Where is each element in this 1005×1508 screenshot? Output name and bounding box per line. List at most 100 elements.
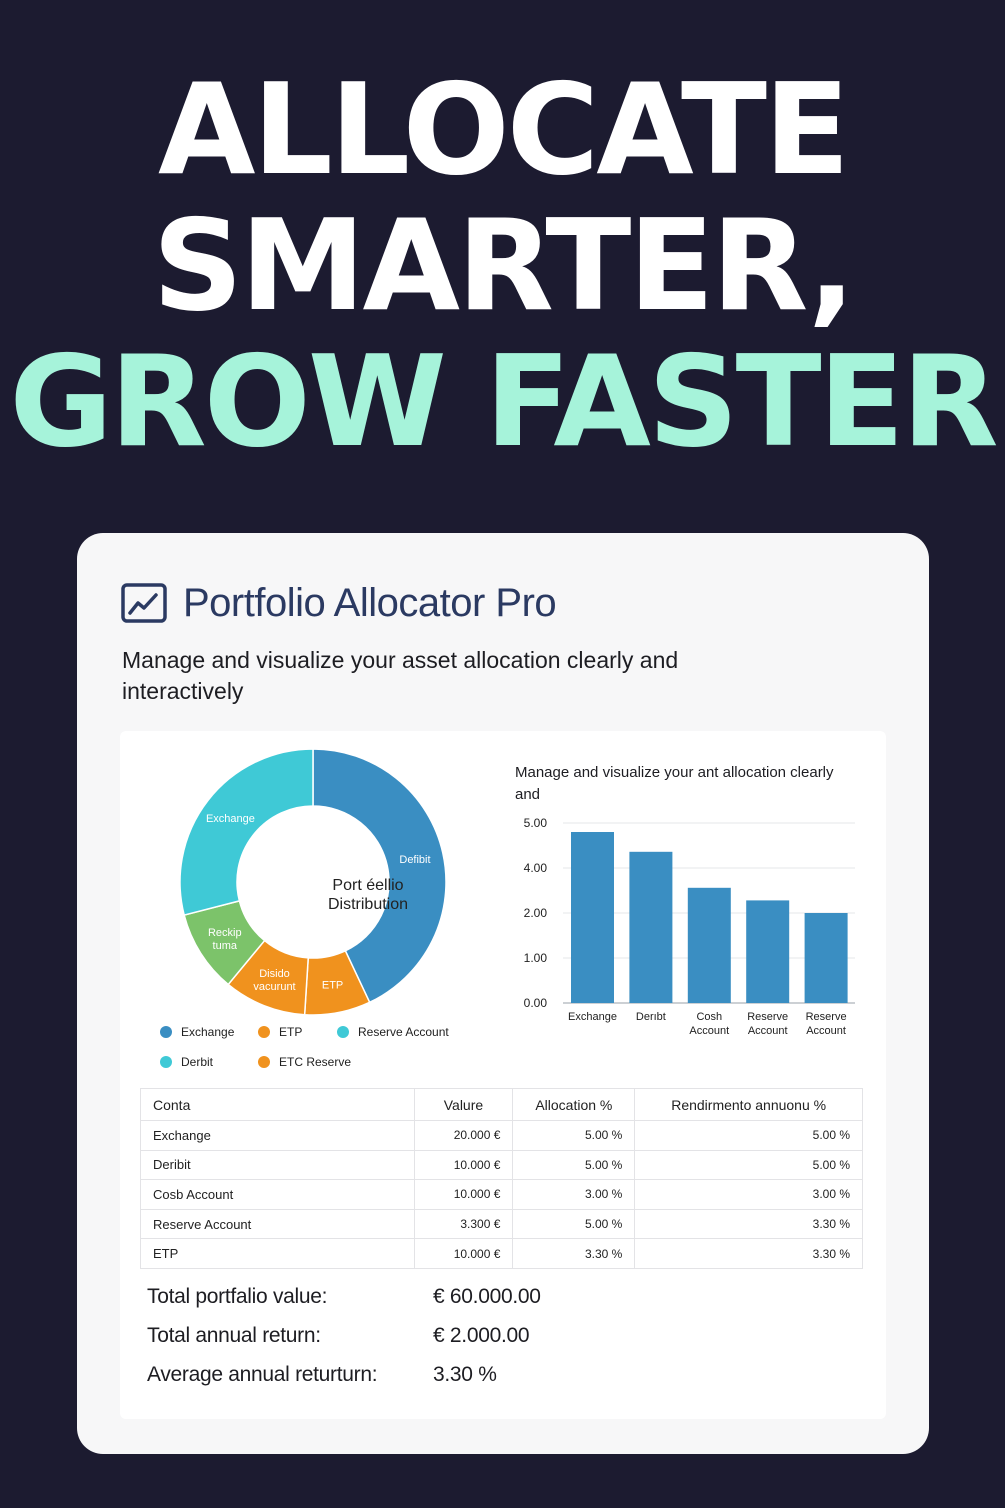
trend-chart-icon <box>121 582 167 623</box>
donut-slice-label: tuma <box>213 940 238 952</box>
header-return: Rendirmento annuonu % <box>634 1088 863 1121</box>
summary-total-value: Total portfalio value: € 60.000.00 <box>147 1277 747 1316</box>
summary-label: Average annual returturn: <box>147 1362 378 1386</box>
donut-chart: Defibit ETP Disido vacurunt Reckip tuma Exchan… <box>178 747 448 1022</box>
y-tick-label: 0.00 <box>524 996 548 1010</box>
portfolio-summary: Total portfalio value: € 60.000.00 Total… <box>147 1277 747 1394</box>
x-tick-label: Exchange <box>568 1011 617 1023</box>
legend-label: ETC Reserve <box>279 1055 352 1069</box>
y-tick-label: 1.00 <box>524 951 548 965</box>
y-tick-label: 5.00 <box>524 816 548 830</box>
donut-slice-label: ETP <box>322 980 343 992</box>
allocation-table: Conta Valure Allocation % Rendirmento an… <box>140 1088 863 1269</box>
summary-value: 3.30 % <box>433 1362 497 1386</box>
headline-line-1: ALLOCATE <box>158 56 850 203</box>
y-tick-label: 4.00 <box>524 861 548 875</box>
cell-return: 3.30 % <box>634 1238 863 1269</box>
cell-account: Reserve Account <box>140 1209 415 1240</box>
header-value: Valure <box>414 1088 514 1121</box>
donut-slice-label: vacurunt <box>253 981 295 993</box>
summary-value: € 60.000.00 <box>433 1284 541 1308</box>
summary-average-return: Average annual returturn: 3.30 % <box>147 1355 747 1394</box>
cell-return: 5.00 % <box>634 1120 863 1151</box>
cell-account: ETP <box>140 1238 415 1269</box>
legend-item: Exchange <box>160 1025 234 1039</box>
bar-chart: 0.00 1.00 2.00 4.00 5.00 Exchange Derıbt Cosh Ac… <box>524 816 855 1037</box>
x-tick-label: Account <box>748 1025 788 1037</box>
x-tick-label: Account <box>689 1025 729 1037</box>
legend-swatch <box>160 1056 172 1068</box>
cell-account: Deribit <box>140 1150 415 1181</box>
donut-slice <box>179 748 314 916</box>
donut-title-line-2: Distribution <box>327 896 409 913</box>
donut-slice-label: Defibit <box>399 854 430 866</box>
x-tick-label: Reserve <box>747 1011 788 1023</box>
cell-return: 5.00 % <box>634 1150 863 1181</box>
cell-value: 10.000 € <box>414 1150 514 1181</box>
cell-return: 3.00 % <box>634 1179 863 1210</box>
donut-title-line-1: Port éellio <box>332 877 404 894</box>
table-row: Deribit 10.000 €5.00 % 5.00 % <box>140 1150 863 1181</box>
cell-allocation: 3.00 % <box>512 1179 636 1210</box>
legend-item: ETP <box>258 1025 302 1039</box>
cell-return: 3.30 % <box>634 1209 863 1240</box>
x-tick-label: Derıbt <box>636 1011 666 1023</box>
summary-annual-return: Total annual return: € 2.000.00 <box>147 1316 747 1355</box>
bar <box>687 887 731 1003</box>
legend-item: Derbit <box>160 1055 213 1069</box>
header-conta: Conta <box>140 1088 415 1121</box>
cell-allocation: 5.00 % <box>512 1209 636 1240</box>
cell-allocation: 5.00 % <box>512 1150 636 1181</box>
app-subtitle: Manage and visualize your asset allocati… <box>122 647 679 704</box>
cell-value: 3.300 € <box>414 1209 514 1240</box>
headline-line-3: GROW FASTER <box>9 328 998 475</box>
app-title: Portfolio Allocator Pro <box>183 581 557 625</box>
x-tick-label: Account <box>806 1025 846 1037</box>
legend-swatch <box>337 1026 349 1038</box>
table-row: Exchange 20.000 €5.00 % 5.00 % <box>140 1120 863 1151</box>
table-header-row: Conta Valure Allocation % Rendirmento an… <box>140 1088 863 1121</box>
bar <box>804 913 848 1003</box>
cell-value: 20.000 € <box>414 1120 514 1151</box>
summary-value: € 2.000.00 <box>433 1323 530 1347</box>
legend-label: ETP <box>279 1025 303 1039</box>
donut-slice-label: Reckip <box>208 927 242 939</box>
bar <box>629 851 673 1003</box>
cell-value: 10.000 € <box>414 1179 514 1210</box>
cell-account: Exchange <box>140 1120 415 1151</box>
bar <box>571 832 614 1003</box>
summary-label: Total portfalio value: <box>147 1284 328 1308</box>
legend-swatch <box>258 1026 270 1038</box>
donut-slice-label: Disido <box>259 968 290 980</box>
headline: ALLOCATE SMARTER, GROW FASTER <box>0 62 1005 470</box>
table-row: ETP 10.000 €3.30 % 3.30 % <box>140 1238 863 1269</box>
donut-slice-label: Exchange <box>206 813 255 825</box>
cell-account: Cosb Account <box>140 1179 415 1210</box>
cell-allocation: 5.00 % <box>512 1120 636 1151</box>
legend-swatch <box>258 1056 270 1068</box>
dashboard-panel: Defibit ETP Disido vacurunt Reckip tuma Exchan… <box>120 731 886 1419</box>
x-tick-label: Reserve <box>806 1011 847 1023</box>
summary-label: Total annual return: <box>147 1323 321 1347</box>
bar-chart-title: Manage and visualize your ant allocation… <box>515 764 834 803</box>
x-tick-label: Cosh <box>696 1011 722 1023</box>
donut-center-label: Port éellio Distribution <box>293 876 443 914</box>
header-allocation: Allocation % <box>512 1088 636 1121</box>
legend-label: Reserve Account <box>358 1025 449 1039</box>
legend-label: Derbit <box>181 1055 214 1069</box>
cell-allocation: 3.30 % <box>512 1238 636 1269</box>
legend-label: Exchange <box>181 1025 235 1039</box>
app-header: Portfolio Allocator Pro <box>121 581 557 626</box>
y-tick-label: 2.00 <box>524 906 548 920</box>
legend-swatch <box>160 1026 172 1038</box>
donut-slice <box>312 748 447 1004</box>
cell-value: 10.000 € <box>414 1238 514 1269</box>
headline-line-2: SMARTER, <box>152 192 855 339</box>
app-card: Portfolio Allocator Pro Manage and visua… <box>77 533 929 1454</box>
table-row: Reserve Account 3.300 €5.00 % 3.30 % <box>140 1209 863 1240</box>
legend-item: Reserve Account <box>337 1025 449 1039</box>
legend-item: ETC Reserve <box>258 1055 351 1069</box>
table-row: Cosb Account 10.000 €3.00 % 3.00 % <box>140 1179 863 1210</box>
bar <box>746 900 790 1003</box>
